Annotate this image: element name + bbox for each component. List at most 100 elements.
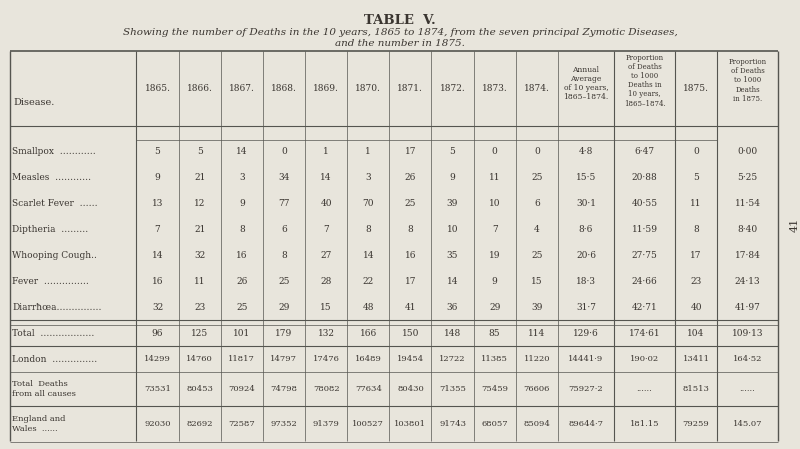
Text: 1872.: 1872. bbox=[440, 84, 466, 93]
Text: 17476: 17476 bbox=[313, 355, 339, 363]
Text: 22: 22 bbox=[362, 277, 374, 286]
Text: 13411: 13411 bbox=[682, 355, 710, 363]
Text: 25: 25 bbox=[405, 198, 416, 207]
Text: 17·84: 17·84 bbox=[734, 251, 761, 260]
Text: 7: 7 bbox=[323, 224, 329, 233]
Text: 41·97: 41·97 bbox=[734, 303, 761, 312]
Text: 20·88: 20·88 bbox=[632, 172, 658, 181]
Text: 164·52: 164·52 bbox=[733, 355, 762, 363]
Text: 40·55: 40·55 bbox=[631, 198, 658, 207]
Text: 1867.: 1867. bbox=[229, 84, 254, 93]
Text: 9: 9 bbox=[492, 277, 498, 286]
Text: 96: 96 bbox=[152, 329, 163, 338]
Text: 92030: 92030 bbox=[144, 420, 170, 428]
Text: 11·59: 11·59 bbox=[631, 224, 658, 233]
Text: 14760: 14760 bbox=[186, 355, 213, 363]
Text: 16489: 16489 bbox=[355, 355, 382, 363]
Text: 7: 7 bbox=[154, 224, 160, 233]
Text: Diarrħœa……………: Diarrħœa…………… bbox=[12, 303, 102, 312]
Text: 16: 16 bbox=[236, 251, 247, 260]
Text: 103801: 103801 bbox=[394, 420, 426, 428]
Text: 97352: 97352 bbox=[270, 420, 298, 428]
Text: ......: ...... bbox=[740, 385, 755, 393]
Text: 42·71: 42·71 bbox=[632, 303, 658, 312]
Text: ......: ...... bbox=[637, 385, 653, 393]
Text: Whooping Cough..: Whooping Cough.. bbox=[12, 251, 97, 260]
Text: 27·75: 27·75 bbox=[631, 251, 658, 260]
Text: 81513: 81513 bbox=[682, 385, 710, 393]
Text: 15·5: 15·5 bbox=[576, 172, 596, 181]
Text: 80430: 80430 bbox=[397, 385, 424, 393]
Text: 19: 19 bbox=[489, 251, 501, 260]
Text: Diptheria  ………: Diptheria ……… bbox=[12, 224, 88, 233]
Text: 29: 29 bbox=[278, 303, 290, 312]
Text: 8·6: 8·6 bbox=[579, 224, 593, 233]
Text: 29: 29 bbox=[489, 303, 500, 312]
Text: 11: 11 bbox=[690, 198, 702, 207]
Text: 104: 104 bbox=[687, 329, 705, 338]
Text: 14: 14 bbox=[446, 277, 458, 286]
Text: 14: 14 bbox=[236, 146, 247, 155]
Text: 5·25: 5·25 bbox=[738, 172, 758, 181]
Text: 25: 25 bbox=[278, 277, 290, 286]
Text: 11220: 11220 bbox=[523, 355, 550, 363]
Text: 9: 9 bbox=[154, 172, 160, 181]
Text: 1: 1 bbox=[366, 146, 371, 155]
Text: 1868.: 1868. bbox=[271, 84, 297, 93]
Text: 72587: 72587 bbox=[229, 420, 255, 428]
Text: 5: 5 bbox=[450, 146, 455, 155]
Text: 0: 0 bbox=[281, 146, 287, 155]
Text: 9: 9 bbox=[450, 172, 455, 181]
Text: Annual
Average
of 10 years,
1865–1874.: Annual Average of 10 years, 1865–1874. bbox=[563, 66, 609, 101]
Text: 40: 40 bbox=[320, 198, 332, 207]
Text: 179: 179 bbox=[275, 329, 293, 338]
Text: 1865.: 1865. bbox=[145, 84, 170, 93]
Text: 15: 15 bbox=[531, 277, 542, 286]
Text: 85094: 85094 bbox=[523, 420, 550, 428]
Text: 48: 48 bbox=[362, 303, 374, 312]
Text: 34: 34 bbox=[278, 172, 290, 181]
Text: 129·6: 129·6 bbox=[573, 329, 599, 338]
Text: 10: 10 bbox=[446, 224, 458, 233]
Text: 36: 36 bbox=[447, 303, 458, 312]
Text: 6: 6 bbox=[534, 198, 540, 207]
Text: 17: 17 bbox=[405, 277, 416, 286]
Text: Measles  …………: Measles ………… bbox=[12, 172, 91, 181]
Text: 77634: 77634 bbox=[355, 385, 382, 393]
Text: 41: 41 bbox=[790, 218, 800, 232]
Text: 24·13: 24·13 bbox=[734, 277, 760, 286]
Text: 5: 5 bbox=[693, 172, 699, 181]
Text: 21: 21 bbox=[194, 224, 206, 233]
Text: 125: 125 bbox=[191, 329, 208, 338]
Text: 26: 26 bbox=[405, 172, 416, 181]
Text: 0: 0 bbox=[492, 146, 498, 155]
Text: 8: 8 bbox=[239, 224, 245, 233]
Text: 40: 40 bbox=[690, 303, 702, 312]
Text: 78082: 78082 bbox=[313, 385, 339, 393]
Text: 1: 1 bbox=[323, 146, 329, 155]
Text: 16: 16 bbox=[405, 251, 416, 260]
Text: 41: 41 bbox=[405, 303, 416, 312]
Text: 13: 13 bbox=[152, 198, 163, 207]
Text: 0·00: 0·00 bbox=[738, 146, 758, 155]
Text: 39: 39 bbox=[447, 198, 458, 207]
Text: 73531: 73531 bbox=[144, 385, 171, 393]
Text: 14: 14 bbox=[362, 251, 374, 260]
Text: 101: 101 bbox=[233, 329, 250, 338]
Text: 25: 25 bbox=[531, 172, 542, 181]
Text: 1873.: 1873. bbox=[482, 84, 507, 93]
Text: 26: 26 bbox=[236, 277, 247, 286]
Text: 9: 9 bbox=[239, 198, 245, 207]
Text: 14441·9: 14441·9 bbox=[568, 355, 604, 363]
Text: 74798: 74798 bbox=[270, 385, 298, 393]
Text: 4·8: 4·8 bbox=[579, 146, 593, 155]
Text: England and
Wales  ......: England and Wales ...... bbox=[12, 415, 66, 432]
Text: 1875.: 1875. bbox=[683, 84, 709, 93]
Text: 10: 10 bbox=[489, 198, 501, 207]
Text: 79259: 79259 bbox=[682, 420, 710, 428]
Text: 8: 8 bbox=[281, 251, 287, 260]
Text: 132: 132 bbox=[318, 329, 334, 338]
Text: 18·3: 18·3 bbox=[576, 277, 596, 286]
Text: 8·40: 8·40 bbox=[738, 224, 758, 233]
Text: 75459: 75459 bbox=[481, 385, 508, 393]
